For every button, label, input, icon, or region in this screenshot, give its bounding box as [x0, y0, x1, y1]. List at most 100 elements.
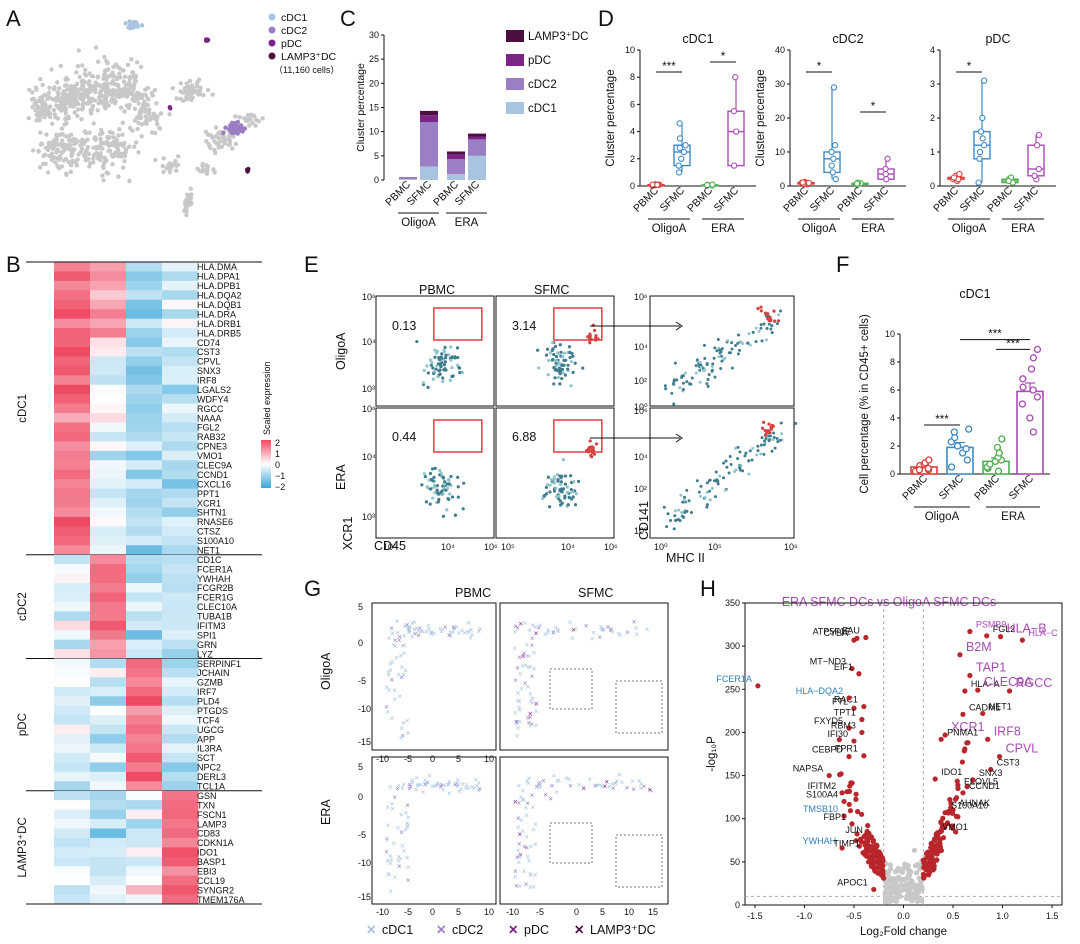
heatmap-gene-label: RGCC: [197, 404, 224, 414]
flow-gated-event: [594, 442, 599, 446]
traj-x-tick-label: 5: [456, 907, 461, 917]
umap-cell: [96, 101, 101, 106]
h-point-labeled: [841, 798, 847, 805]
traj-cell: ×: [518, 718, 523, 727]
heatmap-cell: [90, 346, 127, 357]
h-point-labeled: [988, 766, 994, 773]
umap-cell: [153, 157, 158, 163]
traj-legend-x-pdc: ✕: [508, 923, 518, 937]
heatmap-gene-label: APP: [197, 734, 215, 744]
heatmap-cell: [90, 828, 127, 839]
heatmap-cell: [90, 686, 127, 697]
d-y-tick-label: 8: [630, 72, 635, 82]
flow-event: [415, 339, 419, 344]
umap-cell: [40, 82, 45, 88]
traj-y-tick-label: 5: [358, 602, 363, 612]
traj-cell: ×: [438, 625, 443, 634]
umap-cell: [30, 104, 35, 110]
flow-col-sfmc: SFMC: [534, 283, 569, 297]
umap-cell: [122, 159, 127, 164]
heatmap-cell: [126, 441, 163, 452]
umap-cell: [93, 152, 98, 157]
umap-cell: [97, 151, 103, 157]
umap-cell: [95, 108, 100, 113]
h-x-tick-label: -1.0: [797, 911, 813, 921]
c-legend-swatch: [506, 30, 524, 42]
traj-inset: [549, 668, 593, 710]
flow-event: [554, 359, 559, 363]
h-point-labeled: [871, 886, 877, 893]
traj-x-tick-label: -5: [404, 754, 412, 764]
flow-event: [544, 353, 549, 357]
flow-event: [685, 380, 689, 384]
heatmap-cell: [162, 384, 199, 395]
heatmap-cell: [126, 583, 163, 593]
d-y-tick-label: 30: [775, 79, 785, 89]
heatmap-cell: [126, 309, 163, 320]
umap-cell: [113, 88, 118, 94]
traj-cell: ×: [534, 721, 539, 730]
flow-event: [726, 339, 730, 343]
d-y-tick-label: 10: [625, 45, 635, 55]
traj-cell: ×: [568, 618, 573, 627]
traj-cell: ×: [513, 867, 518, 876]
traj-cell: ×: [414, 773, 419, 782]
umap-cell: [95, 59, 101, 64]
traj-cell: ×: [395, 785, 400, 794]
traj-cell: ×: [448, 628, 453, 637]
traj-cell: ×: [595, 781, 600, 790]
traj-cell: ×: [610, 780, 615, 789]
traj-cell: ×: [615, 777, 620, 786]
umap-cell: [105, 81, 110, 87]
traj-cell: ×: [387, 634, 392, 643]
traj-cell: ×: [516, 846, 521, 855]
umap-cell: [55, 148, 61, 153]
h-point-labeled: [849, 821, 855, 827]
panel-label-f: F: [836, 252, 849, 277]
umap-cell: [84, 148, 89, 153]
flow-event: [670, 391, 674, 395]
f-y-tick-label: 10: [885, 329, 895, 339]
umap-cell: [120, 165, 126, 170]
flow-event: [771, 438, 775, 442]
flow-event: [767, 439, 771, 443]
umap-cell: [78, 149, 84, 154]
c-bar-segment: [447, 159, 465, 175]
flow-event: [722, 476, 726, 480]
traj-cell: ×: [530, 641, 535, 650]
umap-cell: [91, 121, 96, 126]
heatmap-gene-label: HLA.DRB5: [197, 328, 241, 338]
flow-event: [449, 345, 453, 349]
umap-cell: [104, 170, 109, 175]
flow-event: [433, 355, 437, 359]
flow-event: [548, 483, 552, 487]
heatmap-cell: [162, 516, 199, 527]
flow-event: [567, 495, 571, 500]
flow-event: [558, 474, 562, 478]
heatmap-cell: [126, 620, 163, 631]
heatmap-cell: [126, 752, 163, 763]
traj-cell: ×: [639, 784, 644, 793]
h-point-labeled: [997, 634, 1004, 640]
traj-cell: ×: [400, 663, 405, 672]
flow-event: [562, 358, 566, 362]
traj-cell: ×: [473, 776, 478, 785]
traj-cell: ×: [403, 622, 408, 631]
f-point: [925, 456, 933, 464]
traj-cell: ×: [618, 631, 623, 640]
h-y-tick-label: 200: [725, 727, 740, 737]
heatmap-cell: [54, 564, 91, 575]
f-y-tick-label: 0: [890, 469, 895, 479]
traj-cell: ×: [645, 625, 650, 634]
c-bar-segment: [447, 154, 465, 160]
traj-cell: ×: [573, 625, 578, 634]
flow-event: [568, 355, 572, 360]
umap-cell: [198, 92, 203, 97]
traj-cell: ×: [388, 851, 393, 860]
flow-event: [681, 381, 685, 385]
flow-event: [461, 507, 465, 511]
heatmap-cell: [90, 705, 127, 716]
flow-event: [705, 490, 709, 494]
flow-event: [727, 351, 731, 355]
h-point-ns: [888, 875, 894, 882]
